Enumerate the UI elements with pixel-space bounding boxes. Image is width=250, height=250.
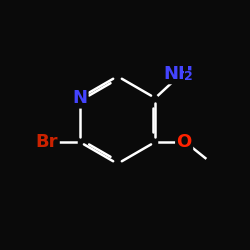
Text: NH: NH	[163, 65, 193, 84]
Text: 2: 2	[184, 70, 193, 84]
Text: N: N	[72, 89, 87, 107]
Text: O: O	[176, 133, 192, 151]
Text: Br: Br	[36, 133, 58, 151]
